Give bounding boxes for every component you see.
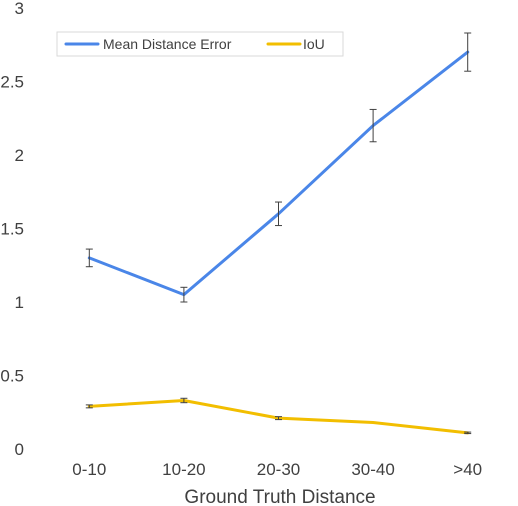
legend-label: IoU bbox=[303, 36, 325, 52]
error-bar bbox=[275, 201, 282, 227]
plot-area bbox=[85, 32, 472, 435]
y-tick-label: 1 bbox=[15, 293, 24, 312]
y-axis-ticks: 0 0.5 1 1.5 2 2.5 3 bbox=[0, 0, 24, 459]
y-tick-label: 3 bbox=[15, 0, 24, 18]
x-tick-label: 0-10 bbox=[72, 460, 106, 479]
legend: Mean Distance Error IoU bbox=[56, 31, 344, 57]
error-bar bbox=[180, 397, 188, 404]
y-tick-label: 2.5 bbox=[0, 73, 24, 92]
x-tick-label: >40 bbox=[453, 460, 482, 479]
error-bar bbox=[275, 416, 282, 421]
error-bar bbox=[85, 248, 93, 268]
y-tick-label: 0.5 bbox=[0, 367, 24, 386]
legend-label: Mean Distance Error bbox=[103, 36, 232, 52]
series-line-mean-distance-error bbox=[87, 50, 470, 297]
x-axis-ticks: 0-10 10-20 20-30 30-40 >40 bbox=[72, 460, 482, 479]
y-tick-label: 0 bbox=[15, 440, 24, 459]
x-tick-label: 20-30 bbox=[257, 460, 300, 479]
x-axis-label: Ground Truth Distance bbox=[184, 487, 375, 506]
error-bar bbox=[464, 32, 472, 72]
x-tick-label: 10-20 bbox=[162, 460, 205, 479]
y-tick-label: 1.5 bbox=[0, 220, 24, 239]
error-bar bbox=[85, 404, 93, 409]
error-bar bbox=[180, 286, 188, 303]
error-bar bbox=[369, 108, 377, 143]
x-tick-label: 30-40 bbox=[351, 460, 394, 479]
error-bar bbox=[464, 431, 472, 435]
y-tick-label: 2 bbox=[15, 146, 24, 165]
